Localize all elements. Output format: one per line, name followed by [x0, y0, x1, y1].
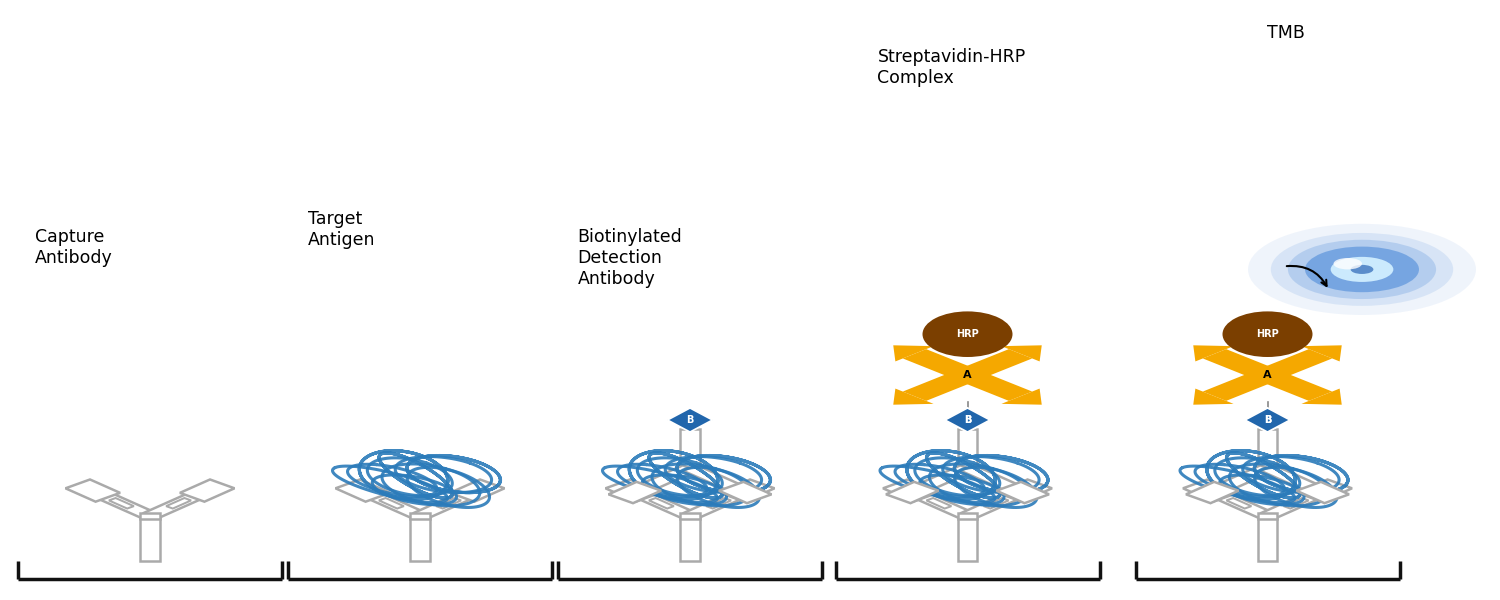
- Polygon shape: [450, 479, 504, 502]
- Polygon shape: [1260, 488, 1332, 518]
- Polygon shape: [1186, 482, 1239, 503]
- Polygon shape: [884, 479, 938, 502]
- Ellipse shape: [922, 311, 1013, 357]
- Text: B: B: [1264, 415, 1270, 425]
- Polygon shape: [336, 479, 390, 502]
- Circle shape: [1350, 265, 1374, 274]
- Polygon shape: [1257, 429, 1276, 468]
- Polygon shape: [958, 513, 978, 519]
- Polygon shape: [1257, 513, 1276, 519]
- Text: A: A: [1263, 370, 1272, 380]
- Polygon shape: [1204, 466, 1275, 495]
- Circle shape: [1288, 240, 1436, 299]
- Polygon shape: [1002, 389, 1041, 404]
- Polygon shape: [1184, 479, 1237, 502]
- Polygon shape: [1256, 370, 1332, 401]
- Polygon shape: [411, 513, 430, 519]
- Polygon shape: [1194, 346, 1233, 361]
- Polygon shape: [720, 479, 774, 502]
- Text: B: B: [964, 415, 970, 425]
- Polygon shape: [411, 516, 430, 561]
- Polygon shape: [904, 466, 975, 495]
- Polygon shape: [956, 349, 1032, 380]
- Text: Biotinylated
Detection
Antibody: Biotinylated Detection Antibody: [578, 228, 682, 287]
- Polygon shape: [1227, 498, 1251, 509]
- Polygon shape: [166, 498, 190, 509]
- Text: A: A: [963, 370, 972, 380]
- Polygon shape: [682, 466, 753, 495]
- Polygon shape: [903, 370, 980, 401]
- Polygon shape: [945, 408, 990, 432]
- Polygon shape: [626, 488, 698, 518]
- Polygon shape: [1256, 349, 1332, 380]
- Polygon shape: [1257, 516, 1276, 561]
- Text: Streptavidin-HRP
Complex: Streptavidin-HRP Complex: [878, 48, 1026, 87]
- Circle shape: [1248, 224, 1476, 315]
- Polygon shape: [606, 479, 660, 502]
- Text: HRP: HRP: [1256, 329, 1280, 339]
- Circle shape: [1330, 257, 1394, 282]
- Polygon shape: [998, 479, 1051, 502]
- Polygon shape: [86, 488, 158, 518]
- Polygon shape: [413, 488, 485, 518]
- Circle shape: [1270, 233, 1454, 306]
- Polygon shape: [960, 488, 1032, 518]
- Polygon shape: [706, 498, 730, 509]
- Text: B: B: [964, 415, 970, 425]
- Polygon shape: [436, 498, 460, 509]
- Polygon shape: [680, 429, 699, 468]
- Ellipse shape: [1222, 311, 1312, 357]
- Polygon shape: [886, 482, 939, 503]
- Text: HRP: HRP: [956, 329, 980, 339]
- Polygon shape: [903, 488, 975, 518]
- Polygon shape: [956, 370, 1032, 401]
- Polygon shape: [1002, 346, 1041, 361]
- Polygon shape: [380, 498, 404, 509]
- Text: TMB: TMB: [1266, 24, 1305, 42]
- Circle shape: [1305, 247, 1419, 292]
- Polygon shape: [680, 516, 699, 561]
- Polygon shape: [141, 516, 160, 561]
- Polygon shape: [984, 498, 1008, 509]
- Polygon shape: [996, 482, 1048, 503]
- Polygon shape: [1298, 479, 1352, 502]
- Polygon shape: [142, 488, 214, 518]
- Polygon shape: [1203, 349, 1280, 380]
- Polygon shape: [1260, 466, 1330, 495]
- Polygon shape: [927, 498, 951, 509]
- Polygon shape: [1302, 389, 1341, 404]
- Polygon shape: [1302, 346, 1341, 361]
- Polygon shape: [682, 488, 754, 518]
- Polygon shape: [1284, 498, 1308, 509]
- Polygon shape: [958, 516, 978, 561]
- Polygon shape: [1203, 370, 1280, 401]
- Polygon shape: [668, 408, 712, 432]
- Text: B: B: [1264, 415, 1270, 425]
- Polygon shape: [1194, 389, 1233, 404]
- Polygon shape: [1203, 488, 1275, 518]
- Circle shape: [1334, 258, 1362, 269]
- Polygon shape: [627, 466, 698, 495]
- Polygon shape: [1245, 408, 1290, 432]
- Polygon shape: [1245, 408, 1290, 432]
- Polygon shape: [66, 479, 120, 502]
- Polygon shape: [680, 513, 699, 519]
- Polygon shape: [894, 389, 933, 404]
- Polygon shape: [958, 429, 978, 468]
- Polygon shape: [894, 346, 933, 361]
- Polygon shape: [903, 349, 980, 380]
- Polygon shape: [609, 482, 662, 503]
- Polygon shape: [356, 488, 428, 518]
- Polygon shape: [960, 466, 1030, 495]
- Polygon shape: [718, 482, 771, 503]
- Polygon shape: [945, 408, 990, 432]
- Polygon shape: [141, 513, 160, 519]
- Text: B: B: [687, 415, 693, 425]
- Text: Target
Antigen: Target Antigen: [308, 210, 375, 249]
- Polygon shape: [650, 498, 674, 509]
- Polygon shape: [180, 479, 234, 502]
- Polygon shape: [110, 498, 134, 509]
- Polygon shape: [1296, 482, 1348, 503]
- Text: Capture
Antibody: Capture Antibody: [34, 228, 112, 267]
